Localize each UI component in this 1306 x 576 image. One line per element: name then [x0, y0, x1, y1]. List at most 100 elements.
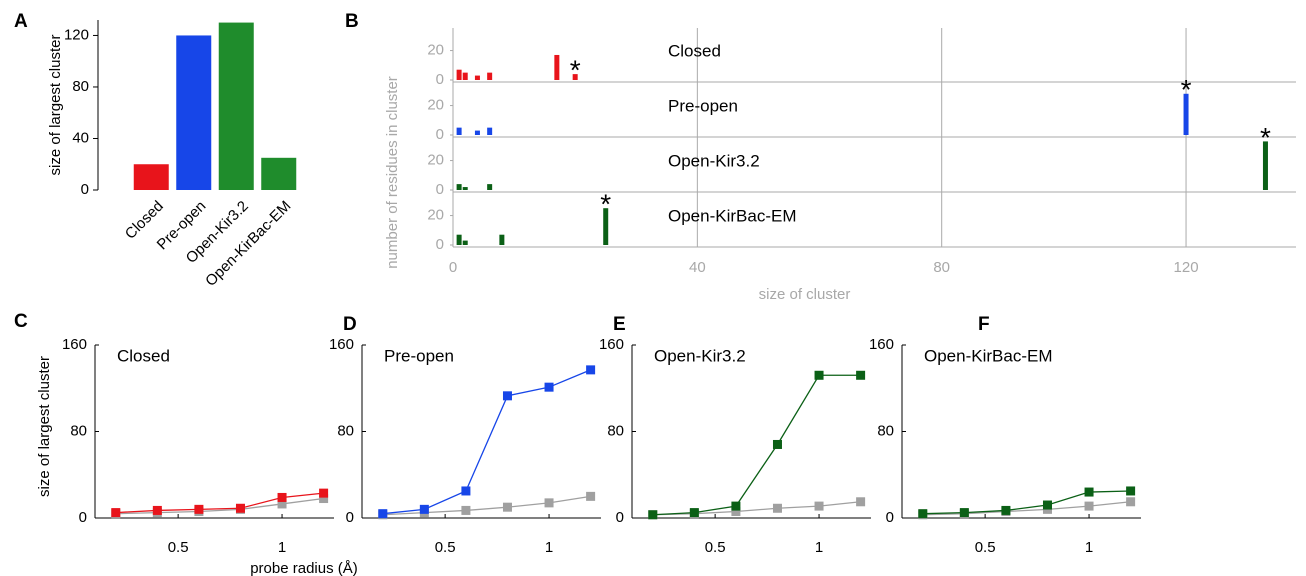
bar	[462, 240, 468, 245]
y-tick-label: 0	[616, 509, 624, 526]
y-tick-label: 80	[877, 422, 894, 439]
x-tick-label: 40	[689, 259, 706, 276]
marker	[689, 508, 699, 518]
marker	[731, 501, 741, 511]
panel-letter: C	[14, 311, 28, 332]
y-tick-label: 80	[607, 422, 624, 439]
strip-label: Open-Kir3.2	[668, 151, 760, 170]
y-tick-label: 20	[427, 207, 444, 224]
marker	[319, 494, 329, 504]
x-tick-label: 1	[278, 539, 286, 556]
x-tick-label: 120	[1174, 259, 1199, 276]
marker	[235, 503, 245, 513]
bar	[133, 164, 169, 190]
y-tick-label: 80	[72, 78, 89, 95]
y-axis-label: number of residues in cluster	[384, 76, 401, 269]
y-tick-label: 120	[64, 26, 89, 43]
bar	[487, 184, 493, 190]
line	[115, 497, 324, 515]
marker	[856, 497, 866, 507]
y-tick-label: 160	[62, 336, 87, 353]
y-tick-label: 20	[427, 42, 444, 59]
x-tick-label: 1	[545, 539, 553, 556]
marker	[648, 510, 658, 520]
marker	[959, 508, 969, 518]
marker	[1126, 497, 1136, 507]
y-tick-label: 160	[599, 336, 624, 353]
y-tick-label: 80	[337, 422, 354, 439]
marker	[1001, 505, 1011, 515]
line	[652, 501, 861, 516]
panel-letter: D	[343, 314, 357, 335]
marker	[152, 505, 162, 515]
marker	[731, 507, 741, 517]
line	[922, 501, 1131, 516]
marker	[1126, 486, 1136, 496]
y-tick-label: 80	[70, 422, 87, 439]
marker	[772, 439, 782, 449]
bar	[572, 74, 578, 80]
x-axis-label: probe radius (Å)	[250, 560, 358, 576]
y-axis-label: size of largest cluster	[47, 35, 64, 176]
x-tick-label: 80	[933, 259, 950, 276]
bar	[456, 184, 462, 190]
marker	[378, 509, 388, 519]
y-tick-label: 0	[436, 236, 444, 253]
bar	[462, 72, 468, 80]
strip-label: Pre-open	[668, 96, 738, 115]
marker	[502, 502, 512, 512]
series-label: Open-KirBac-EM	[924, 346, 1052, 365]
bar	[456, 127, 462, 135]
annotation: *	[1260, 122, 1271, 153]
line	[922, 490, 1131, 515]
line	[115, 492, 324, 514]
bar	[499, 234, 505, 245]
x-tick-label: 1	[815, 539, 823, 556]
bar	[474, 130, 480, 135]
bar	[487, 72, 493, 80]
marker	[419, 504, 429, 514]
y-tick-label: 0	[346, 509, 354, 526]
line	[652, 374, 861, 516]
marker	[277, 499, 287, 509]
y-tick-label: 20	[427, 152, 444, 169]
bar	[554, 54, 560, 80]
marker	[1084, 501, 1094, 511]
bar	[462, 187, 468, 190]
y-tick-label: 0	[79, 509, 87, 526]
bar	[176, 35, 212, 190]
y-tick-label: 0	[436, 181, 444, 198]
panel-letter: B	[345, 11, 359, 32]
marker	[194, 504, 204, 514]
annotation: *	[1181, 74, 1192, 105]
series-label: Open-Kir3.2	[654, 346, 746, 365]
y-tick-label: 0	[436, 71, 444, 88]
y-axis-label: size of largest cluster	[36, 356, 53, 497]
bar	[261, 157, 297, 190]
x-tick-label: 0.5	[705, 539, 726, 556]
marker	[814, 501, 824, 511]
marker	[319, 488, 329, 498]
marker	[544, 382, 554, 392]
x-tick-label: 0.5	[975, 539, 996, 556]
line	[382, 369, 591, 515]
marker	[461, 486, 471, 496]
bar	[1262, 141, 1268, 190]
x-tick-label: 1	[1085, 539, 1093, 556]
marker	[111, 508, 121, 518]
marker	[586, 491, 596, 501]
marker	[586, 365, 596, 375]
series-label: Pre-open	[384, 346, 454, 365]
bar	[456, 69, 462, 80]
y-tick-label: 160	[329, 336, 354, 353]
bar	[474, 75, 480, 80]
annotation: *	[570, 55, 581, 86]
marker	[544, 498, 554, 508]
annotation: *	[600, 189, 611, 220]
y-tick-label: 0	[886, 509, 894, 526]
panel-letter: A	[14, 11, 28, 32]
panel-letter: F	[978, 314, 990, 335]
series-label: Closed	[117, 346, 170, 365]
y-tick-label: 0	[436, 126, 444, 143]
